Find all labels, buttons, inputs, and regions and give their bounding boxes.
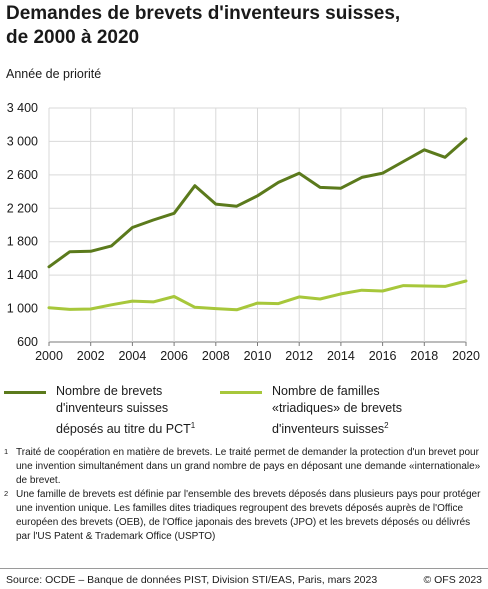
legend-pct-line-2: d'inventeurs suisses: [56, 401, 169, 415]
y-tick-label: 1 000: [7, 302, 38, 316]
legend-label-triadic: Nombre de familles «triadiques» de breve…: [272, 383, 402, 438]
chart-title-line-1: Demandes de brevets d'inventeurs suisses…: [6, 3, 401, 24]
x-tick-label: 2006: [160, 349, 188, 363]
source-text: Source: OCDE – Banque de données PIST, D…: [6, 574, 378, 586]
y-axis-label: Année de priorité: [6, 67, 102, 81]
x-tick-label: 2010: [244, 349, 272, 363]
chart-title-line-2: de 2000 à 2020: [6, 27, 140, 48]
x-tick-label: 2002: [77, 349, 105, 363]
legend-swatch-pct: [4, 391, 46, 394]
legend-pct-line-3-text: déposés au titre du PCT: [56, 422, 191, 437]
y-tick-label: 1 800: [7, 235, 38, 249]
legend-pct-note: 1: [190, 421, 196, 430]
legend-triadic-line-2: «triadiques» de brevets: [272, 401, 402, 415]
series-line-triadic: [47, 279, 468, 312]
y-tick-label: 1 400: [7, 268, 38, 282]
legend-pct-line-3: déposés au titre du PCT1: [56, 417, 195, 438]
footnote-1-number: 1: [4, 447, 9, 456]
legend-triadic-line-1: Nombre de familles: [272, 384, 380, 398]
legend-triadic-line-3: d'inventeurs suisses2: [272, 417, 402, 438]
y-tick-label: 2 600: [7, 168, 38, 182]
x-tick-label: 2020: [452, 349, 480, 363]
x-tick-label: 2008: [202, 349, 230, 363]
x-tick-label: 2000: [35, 349, 63, 363]
y-tick-label: 3 000: [7, 134, 38, 148]
y-tick-label: 3 400: [7, 101, 38, 115]
x-tick-label: 2018: [410, 349, 438, 363]
x-tick-label: 2016: [369, 349, 397, 363]
footnote-2-number: 2: [4, 489, 9, 499]
legend-pct-line-1: Nombre de brevets: [56, 384, 163, 398]
footnote-1-text: Traité de coopération en matière de brev…: [16, 447, 481, 486]
legend-item-triadic: Nombre de familles «triadiques» de breve…: [220, 383, 402, 438]
legend-swatch-triadic: [220, 391, 262, 394]
legend-triadic-line-3-text: d'inventeurs suisses: [272, 422, 385, 437]
footnote-1: 1 Traité de coopération en matière de br…: [4, 446, 484, 487]
line-chart: 600 1 000 1 400 1 800 2 200 2 600 3 000 3 400 20…: [7, 101, 480, 363]
legend-triadic-note: 2: [384, 421, 389, 430]
chart-title: Demandes de brevets d'inventeurs suisses…: [6, 2, 476, 50]
y-tick-label: 600: [17, 335, 38, 349]
y-tick-label: 2 200: [7, 201, 38, 215]
x-tick-label: 2014: [327, 349, 355, 363]
footnotes: 1 Traité de coopération en matière de br…: [4, 446, 484, 545]
legend-label-pct: Nombre de brevets d'inventeurs suisses d…: [56, 383, 195, 438]
footnote-2-text: Une famille de brevets est définie par l…: [16, 489, 481, 542]
footnote-2: 2 Une famille de brevets est définie par…: [4, 488, 484, 543]
x-tick-label: 2004: [118, 349, 146, 363]
legend-item-pct: Nombre de brevets d'inventeurs suisses d…: [4, 383, 195, 438]
source-bar: Source: OCDE – Banque de données PIST, D…: [0, 568, 488, 589]
x-tick-label: 2012: [285, 349, 313, 363]
series-line-pct: [47, 137, 468, 269]
copyright-text: © OFS 2023: [423, 574, 482, 586]
